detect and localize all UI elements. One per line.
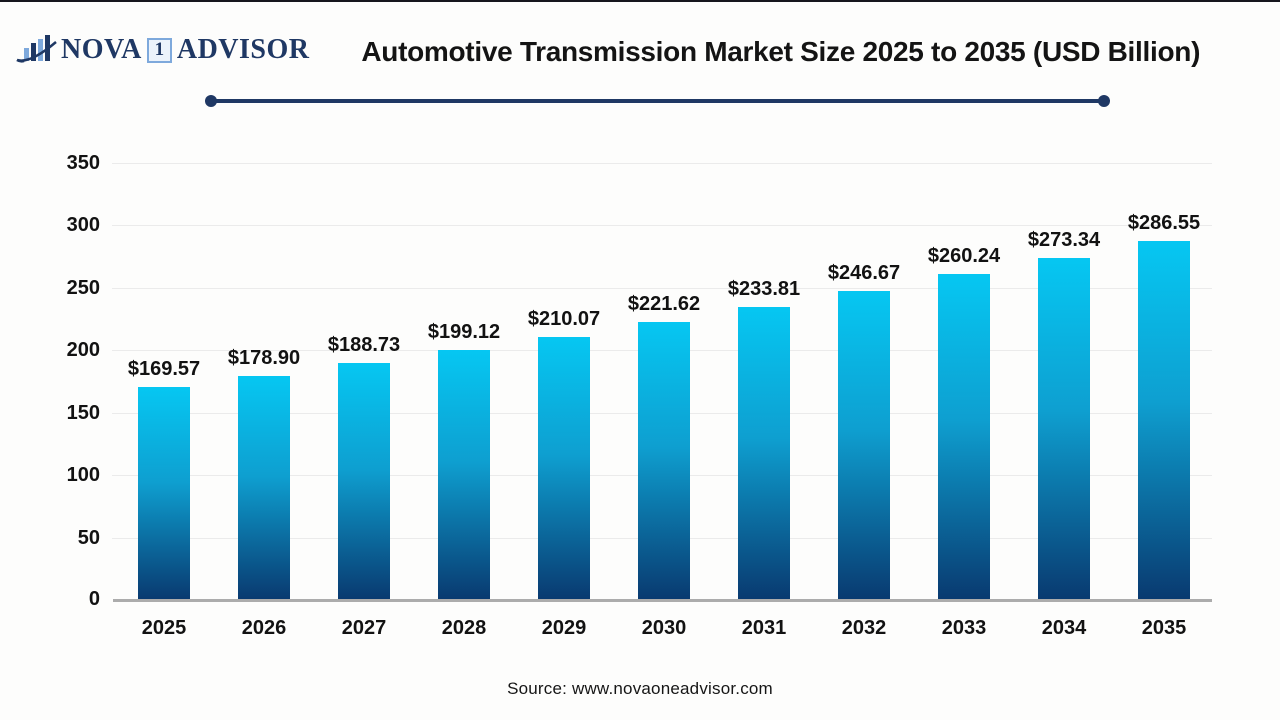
bar-2029 xyxy=(538,336,590,599)
gridline-350 xyxy=(112,163,1212,164)
x-axis-label-2030: 2030 xyxy=(641,617,687,639)
x-axis-label-2029: 2029 xyxy=(541,617,587,639)
y-axis-tick-250: 250 xyxy=(66,276,100,299)
value-label-2025: $169.57 xyxy=(127,358,201,381)
x-axis-label-2034: 2034 xyxy=(1041,617,1087,639)
value-label-2028: $199.12 xyxy=(427,321,501,344)
bar-2027 xyxy=(338,363,390,599)
value-label-2029: $210.07 xyxy=(527,307,601,330)
bar-2028 xyxy=(438,350,490,599)
bar-2030 xyxy=(638,322,690,599)
brand-logo: NOVA 1 ADVISOR xyxy=(16,34,309,66)
y-axis-tick-200: 200 xyxy=(66,339,100,362)
x-axis-baseline xyxy=(113,599,1212,602)
logo-text-nova: NOVA xyxy=(61,34,142,65)
title-underline-rule xyxy=(205,95,1110,107)
gridline-250 xyxy=(112,287,1212,289)
y-axis-tick-300: 300 xyxy=(66,214,100,237)
x-axis-label-2032: 2032 xyxy=(841,617,887,639)
bar-2025 xyxy=(138,387,190,599)
bar-2031 xyxy=(738,307,790,599)
y-axis-tick-50: 50 xyxy=(77,526,100,549)
logo-bar-chart-swoosh-icon xyxy=(16,35,57,63)
chart-title: Automotive Transmission Market Size 2025… xyxy=(361,36,1201,67)
x-axis-label-2031: 2031 xyxy=(741,617,787,639)
x-axis-label-2033: 2033 xyxy=(941,617,987,639)
y-axis-tick-350: 350 xyxy=(66,152,100,174)
x-axis-label-2028: 2028 xyxy=(441,617,487,639)
bar-2035 xyxy=(1138,241,1190,599)
y-axis-tick-0: 0 xyxy=(88,588,100,610)
bar-2033 xyxy=(938,274,990,599)
x-axis-label-2027: 2027 xyxy=(341,617,387,639)
rule-end-dot-left xyxy=(205,95,217,107)
bar-2026 xyxy=(238,375,290,599)
logo-text-advisor: ADVISOR xyxy=(176,34,310,65)
gridline-300 xyxy=(112,225,1212,227)
bar-2032 xyxy=(838,291,890,599)
x-axis-label-2035: 2035 xyxy=(1141,617,1187,639)
value-label-2026: $178.90 xyxy=(227,346,301,369)
bar-2034 xyxy=(1038,257,1090,599)
source-text: Source: www.novaoneadvisor.com xyxy=(507,679,773,698)
y-axis-tick-150: 150 xyxy=(66,401,100,424)
plot-area: 0 50 100 150 200 250 300 350 $169.57 2025 $178.90 2… xyxy=(67,153,1212,639)
value-label-2031: $233.81 xyxy=(727,278,801,301)
value-label-2034: $273.34 xyxy=(1027,228,1101,251)
y-axis-tick-100: 100 xyxy=(66,464,100,487)
value-label-2027: $188.73 xyxy=(327,334,401,357)
value-label-2033: $260.24 xyxy=(927,245,1001,268)
rule-end-dot-right xyxy=(1098,95,1110,107)
value-label-2035: $286.55 xyxy=(1127,212,1201,235)
header: NOVA 1 ADVISOR Automotive Transmission M… xyxy=(0,0,1280,68)
top-border-line xyxy=(0,0,1280,2)
x-axis-label-2025: 2025 xyxy=(141,617,187,639)
value-label-2032: $246.67 xyxy=(827,262,901,285)
x-axis-label-2026: 2026 xyxy=(241,617,287,639)
logo-one-badge: 1 xyxy=(146,37,172,63)
value-label-2030: $221.62 xyxy=(627,293,701,316)
